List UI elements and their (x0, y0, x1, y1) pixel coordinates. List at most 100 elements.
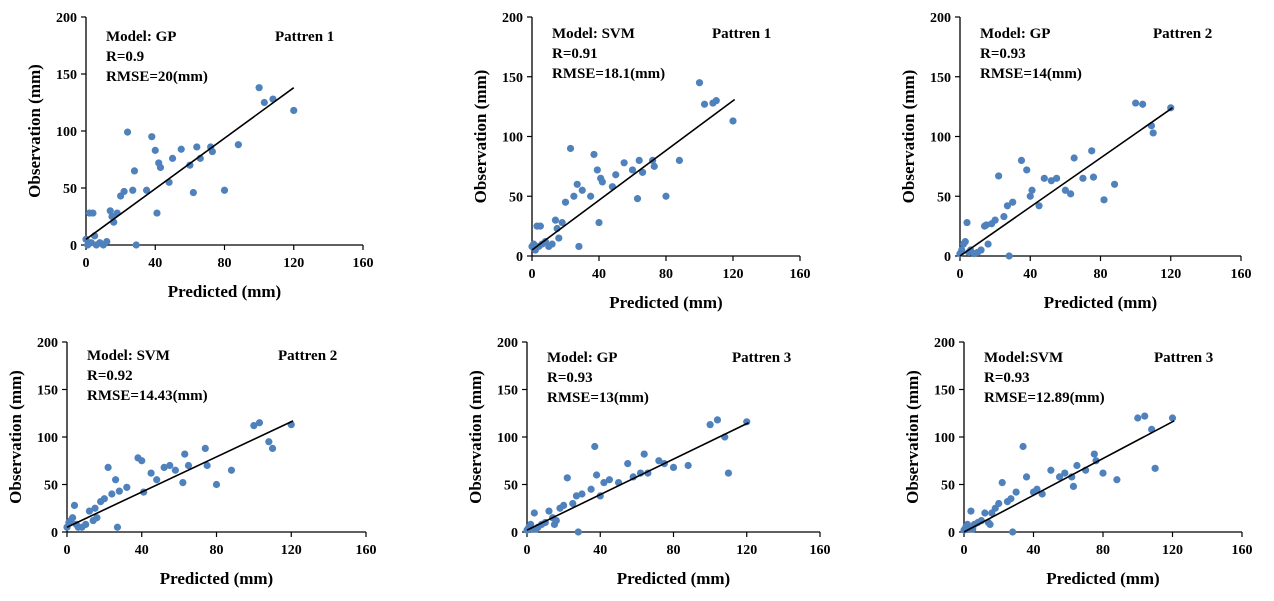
data-point (156, 163, 165, 172)
data-point (713, 416, 722, 424)
data-point (998, 479, 1006, 487)
data-point (1139, 100, 1147, 108)
y-tick-label: 0 (944, 250, 951, 265)
data-point (93, 514, 101, 522)
chart-panel-3: 0 40 80 120 160 0 50 100 150 200 Predicted (mm) Obs… (899, 11, 1252, 312)
rmse-label: RMSE=20(mm) (106, 69, 208, 85)
x-tick-label: 120 (723, 267, 744, 282)
data-point (1035, 202, 1043, 210)
data-point (132, 241, 140, 249)
data-point (138, 457, 146, 465)
data-point (1033, 485, 1041, 493)
data-point (1168, 414, 1177, 422)
fit-line (963, 420, 1175, 533)
data-point (1141, 412, 1149, 420)
r-value-label: R=0.93 (980, 46, 1026, 62)
x-tick-label: 40 (592, 267, 606, 282)
data-point (1067, 190, 1075, 198)
data-point (1061, 186, 1069, 194)
rmse-label: RMSE=14(mm) (980, 66, 1082, 82)
data-point (712, 97, 720, 105)
model-label: Model: GP (980, 26, 1050, 42)
data-point (1003, 202, 1012, 210)
data-point (684, 461, 692, 470)
data-point (530, 509, 538, 517)
data-point (171, 466, 179, 474)
pattern-label: Pattren 3 (1154, 350, 1213, 366)
data-point (963, 218, 971, 227)
data-point (590, 150, 598, 159)
data-point (250, 422, 258, 430)
data-point (1113, 476, 1121, 484)
data-point (160, 463, 168, 471)
x-tick-label: 160 (790, 267, 811, 282)
data-point (1132, 99, 1140, 107)
x-axis-title: Predicted (mm) (617, 569, 730, 588)
y-tick-label: 0 (51, 526, 58, 541)
x-axis-title: Predicted (mm) (168, 282, 281, 301)
data-point (1009, 198, 1017, 206)
data-point (129, 186, 137, 194)
r-value-label: R=0.92 (87, 368, 133, 384)
data-point (700, 100, 709, 108)
data-point (592, 471, 601, 479)
x-tick-label: 40 (1023, 267, 1037, 282)
data-point (104, 463, 112, 471)
y-axis-title: Observation (mm) (903, 370, 922, 504)
data-point (1052, 174, 1061, 182)
x-tick-label: 80 (218, 256, 232, 271)
data-point (142, 186, 151, 194)
data-point (108, 490, 116, 498)
data-point (1134, 414, 1142, 422)
data-point (85, 507, 94, 515)
data-point (729, 117, 737, 125)
data-point (100, 495, 108, 503)
data-point (655, 457, 663, 465)
data-point (967, 507, 975, 515)
y-axis-title: Observation (mm) (6, 370, 25, 504)
data-point (123, 483, 131, 491)
data-point (212, 480, 221, 489)
data-point (82, 520, 90, 529)
data-point (638, 168, 647, 176)
x-axis-title: Predicted (mm) (609, 293, 722, 312)
x-tick-label: 80 (659, 267, 673, 282)
data-point (111, 476, 120, 484)
data-point (986, 520, 994, 529)
data-point (181, 450, 189, 458)
y-tick-label: 50 (504, 479, 518, 494)
y-tick-label: 0 (516, 250, 523, 265)
data-point (561, 198, 570, 206)
data-point (995, 499, 1003, 508)
pattern-label: Pattren 3 (732, 350, 791, 366)
data-point (650, 162, 658, 170)
y-tick-label: 100 (497, 431, 518, 446)
data-point (1069, 482, 1078, 490)
data-point (624, 460, 632, 468)
x-tick-label: 120 (281, 543, 302, 558)
x-tick-label: 160 (1232, 543, 1253, 558)
y-tick-label: 100 (37, 431, 58, 446)
y-tick-label: 150 (934, 384, 955, 399)
rmse-label: RMSE=13(mm) (547, 390, 649, 406)
fit-line (85, 87, 295, 240)
y-tick-label: 50 (44, 479, 58, 494)
fit-line (526, 422, 749, 531)
rmse-label: RMSE=14.43(mm) (87, 388, 208, 404)
pattern-label: Pattren 2 (1153, 26, 1212, 42)
data-point (255, 84, 263, 92)
data-point (595, 218, 603, 227)
data-point (1100, 196, 1108, 204)
x-tick-label: 120 (736, 543, 757, 558)
data-point (578, 186, 586, 194)
data-point (69, 514, 77, 522)
data-point (724, 469, 733, 477)
data-point (147, 469, 155, 477)
data-point (70, 501, 79, 509)
pattern-label: Pattren 1 (712, 26, 771, 42)
data-point (981, 509, 989, 517)
data-point (1088, 147, 1096, 155)
y-tick-label: 200 (497, 336, 518, 351)
y-tick-label: 100 (934, 431, 955, 446)
x-tick-label: 80 (667, 543, 681, 558)
